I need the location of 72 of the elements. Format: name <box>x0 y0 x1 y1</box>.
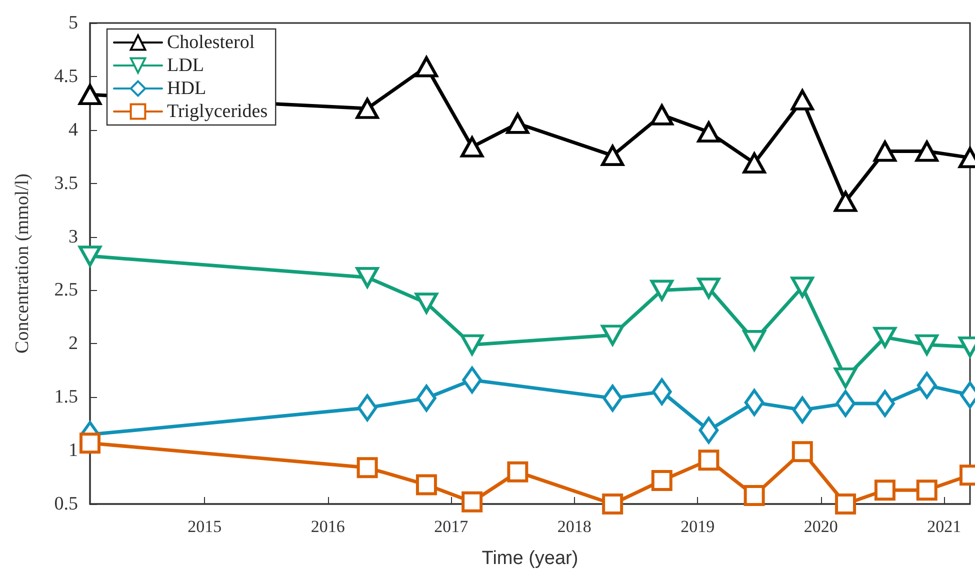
x-tick-label: 2016 <box>310 517 345 536</box>
point <box>874 480 896 501</box>
legend-label: Triglycerides <box>167 101 268 122</box>
point <box>915 334 938 356</box>
point <box>650 104 674 126</box>
point <box>744 388 764 416</box>
x-tick-label: 2019 <box>680 517 715 536</box>
point <box>744 484 765 506</box>
point <box>357 394 378 422</box>
point <box>792 441 813 462</box>
point <box>356 98 379 120</box>
point <box>506 112 530 134</box>
point <box>414 56 438 78</box>
point <box>78 246 102 267</box>
point <box>836 390 856 418</box>
x-tick-label: 2017 <box>434 517 469 536</box>
point <box>416 384 436 412</box>
point <box>916 372 937 399</box>
point <box>790 89 814 110</box>
point <box>460 136 484 158</box>
point <box>356 266 379 288</box>
point <box>651 470 672 491</box>
point <box>356 457 378 478</box>
point <box>835 494 856 514</box>
x-axis-title: Time (year) <box>482 548 578 569</box>
y-tick-label: 2 <box>68 333 78 354</box>
point <box>650 280 674 301</box>
y-tick-label: 0.5 <box>54 494 78 514</box>
x-tick-label: 2018 <box>557 517 592 536</box>
y-tick-label: 1.5 <box>54 386 78 408</box>
point <box>697 122 720 143</box>
point <box>507 461 528 482</box>
point <box>414 292 438 314</box>
point <box>698 416 719 444</box>
point <box>462 366 482 394</box>
point <box>834 367 858 388</box>
point <box>78 84 102 106</box>
point <box>742 152 766 174</box>
point <box>80 432 100 454</box>
y-tick-label: 4.5 <box>54 66 78 87</box>
point <box>601 145 624 166</box>
point <box>698 450 720 471</box>
point <box>601 324 624 346</box>
point <box>742 330 766 351</box>
point <box>652 378 672 406</box>
point <box>790 276 814 298</box>
point <box>697 278 720 299</box>
point <box>602 494 624 514</box>
y-tick-label: 3 <box>68 226 78 248</box>
point <box>834 191 858 212</box>
y-tick-label: 3.5 <box>54 172 78 194</box>
legend-label: HDL <box>167 78 206 99</box>
y-tick-label: 2.5 <box>54 280 78 301</box>
point <box>874 390 895 418</box>
y-tick-label: 4 <box>68 119 78 140</box>
x-tick-label: 2020 <box>804 517 838 536</box>
point <box>602 384 623 412</box>
point <box>915 140 938 162</box>
point <box>792 396 812 424</box>
legend-label: Cholesterol <box>167 32 255 53</box>
point <box>462 491 483 512</box>
point <box>460 334 484 356</box>
point <box>873 140 896 162</box>
x-tick-label: 2015 <box>188 517 222 536</box>
y-tick-label: 1 <box>68 440 78 462</box>
y-axis-title: Concentration (mmol/l) <box>12 174 33 354</box>
point <box>873 326 896 348</box>
x-tick-label: 2021 <box>927 517 962 536</box>
legend-label: LDL <box>167 55 204 76</box>
y-tick-label: 5 <box>68 12 78 34</box>
point <box>916 480 938 501</box>
point <box>416 474 437 496</box>
